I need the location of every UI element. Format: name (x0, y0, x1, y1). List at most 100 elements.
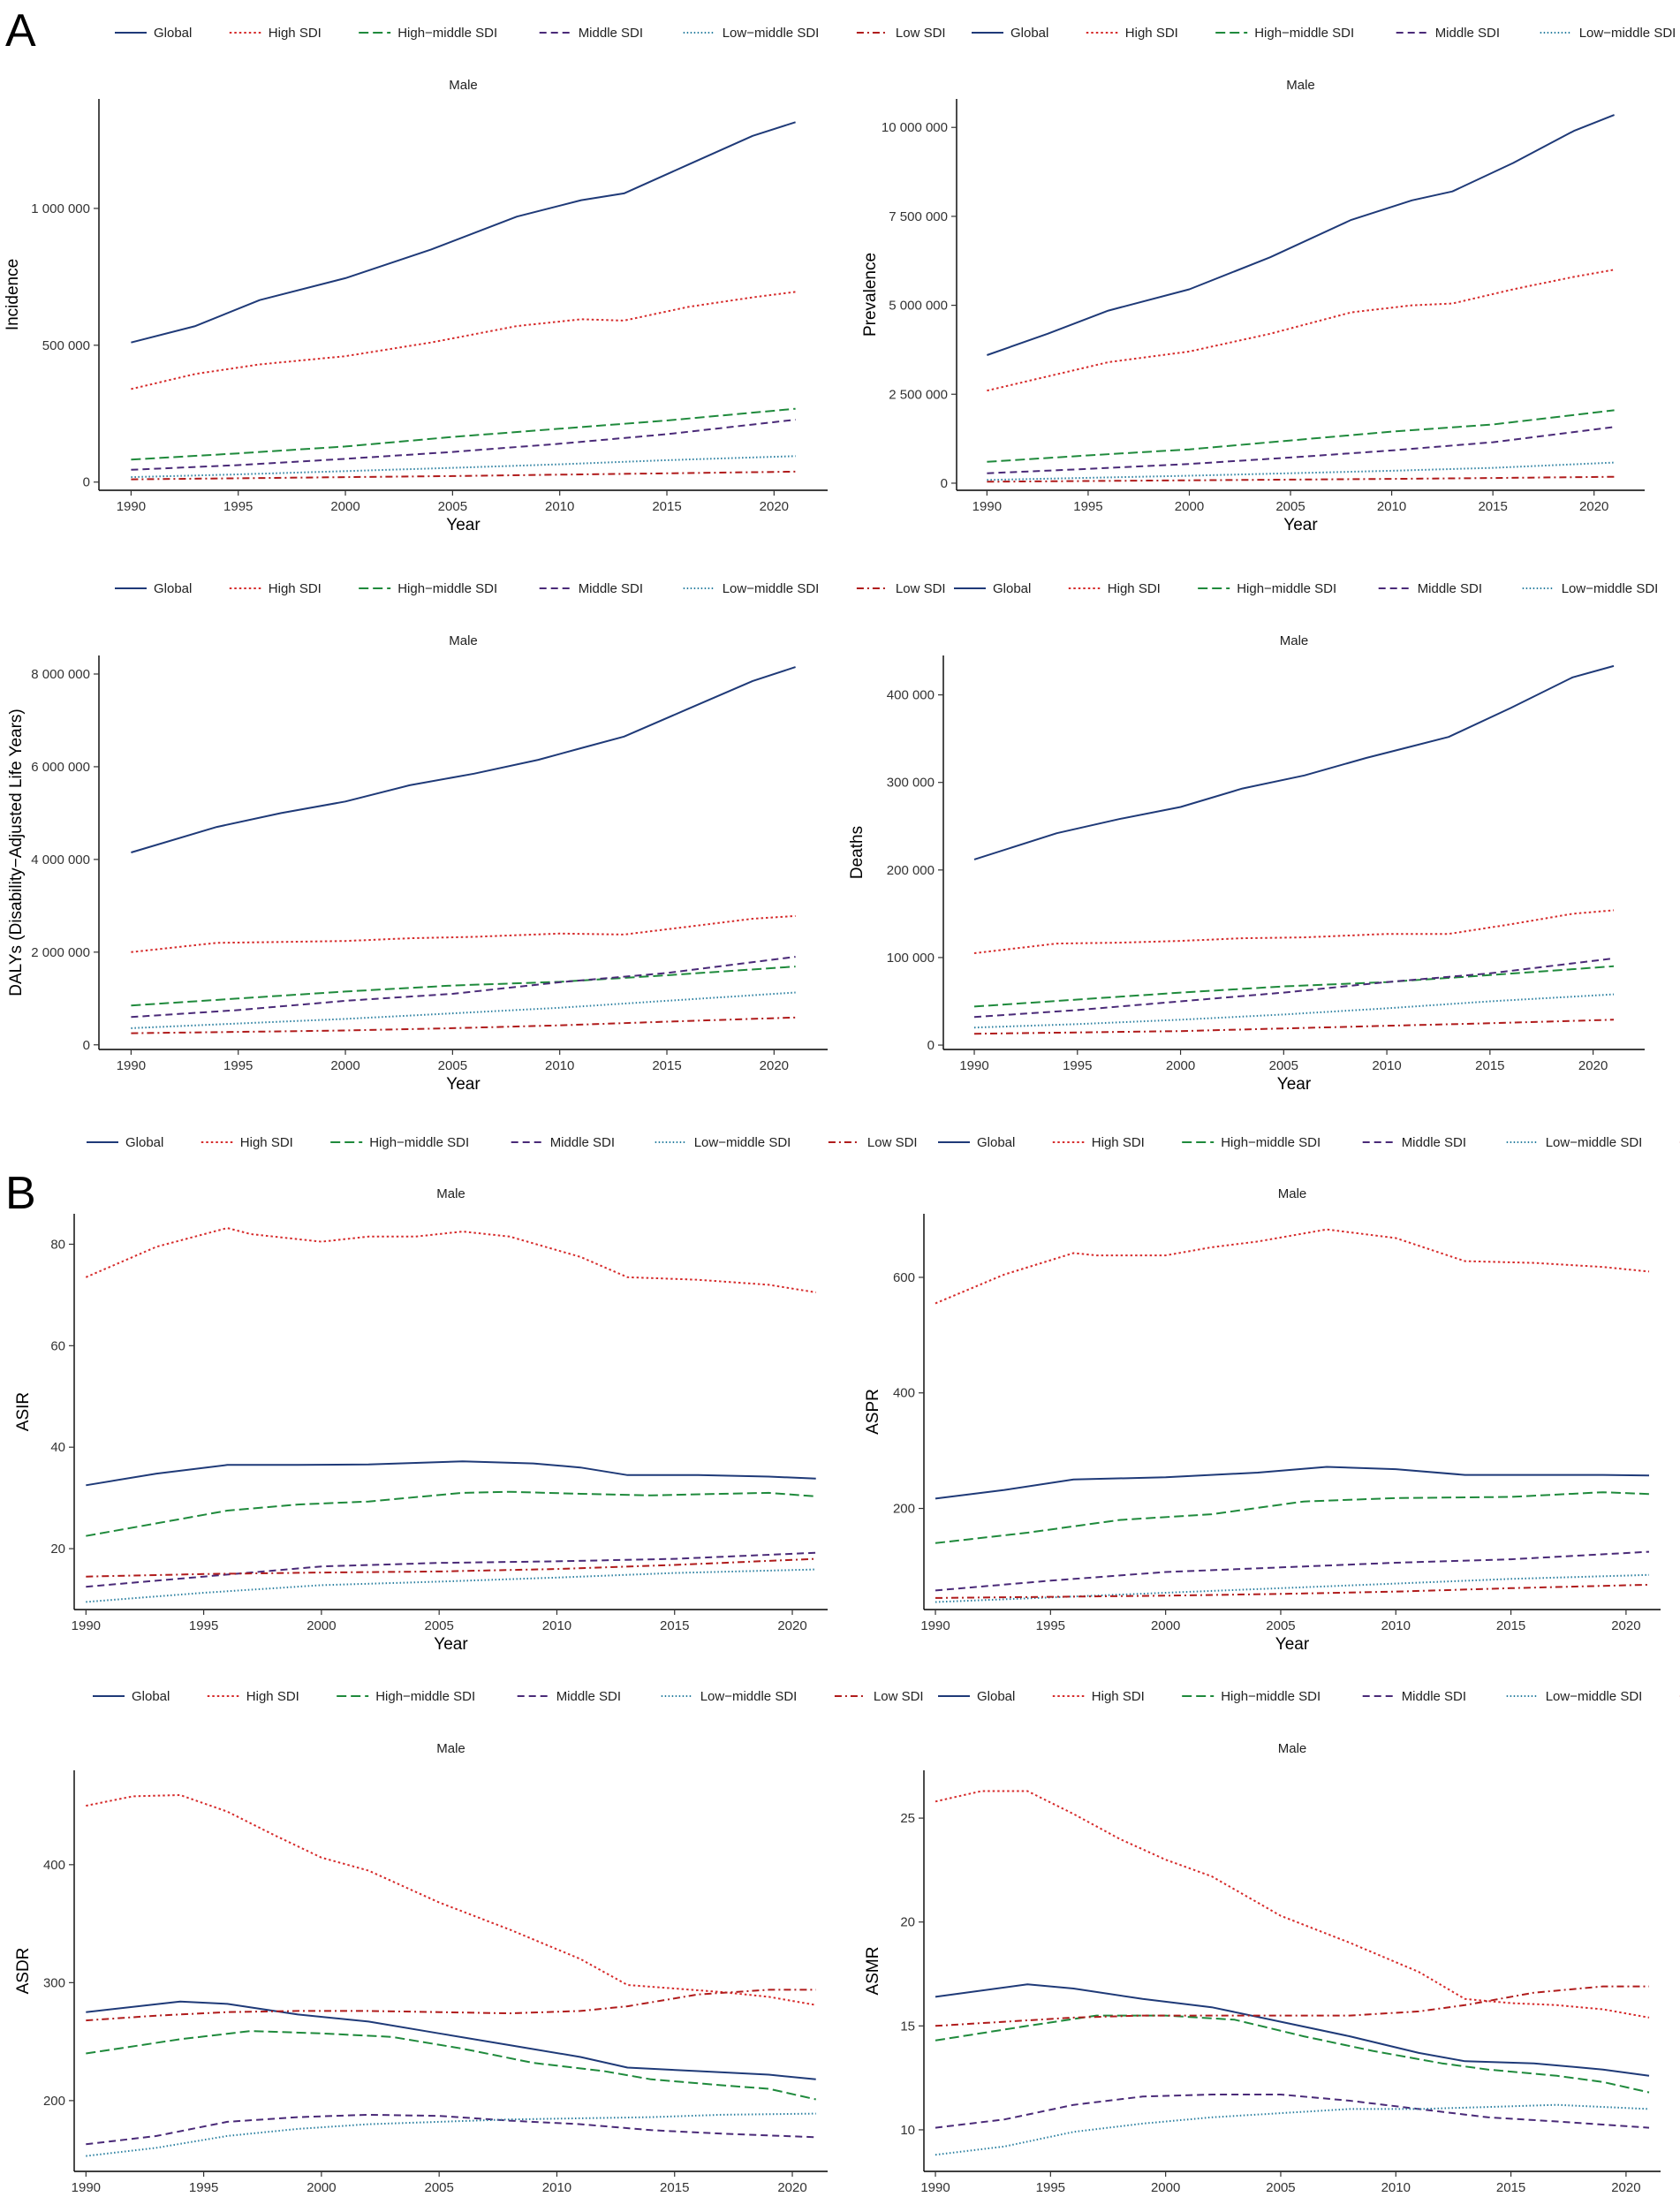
x-tick-label-2020: 2020 (1611, 2180, 1640, 2195)
x-axis-title: Year (1283, 516, 1318, 534)
x-tick-label-2000: 2000 (330, 1058, 359, 1073)
legend-item-high-sdi: High SDI (207, 1689, 299, 1704)
x-tick-label-2010: 2010 (542, 2180, 571, 2195)
x-tick-label-2015: 2015 (1478, 499, 1507, 514)
legend-item-high-middle-sdi: High−middle SDI (1182, 1689, 1321, 1704)
chart-subtitle: Male (1286, 78, 1315, 93)
legend-item-middle-sdi: Middle SDI (1378, 581, 1482, 596)
legend-label-high-middle-sdi: High−middle SDI (397, 26, 497, 41)
series-line-global (86, 2000, 816, 2080)
x-tick-label-1990: 1990 (920, 2180, 950, 2195)
x-tick-label-2005: 2005 (438, 499, 467, 514)
y-tick-label: 400 000 (887, 688, 935, 703)
x-tick-label-2020: 2020 (1578, 1058, 1608, 1073)
x-tick-label-2020: 2020 (760, 1058, 789, 1073)
y-tick-label: 200 000 (887, 863, 935, 878)
y-tick-label: 4 000 000 (31, 852, 90, 867)
legend-label-low-middle-sdi: Low−middle SDI (700, 1689, 798, 1704)
legend-7: Global High SDI High−middle SDI Middle SDI L… (93, 1689, 924, 1704)
legend-4: Global High SDI High−middle SDI Middle SDI L… (954, 581, 1659, 596)
x-tick-label-2020: 2020 (777, 2180, 806, 2195)
panel-label-b: B (5, 1168, 36, 1219)
legend-item-low-middle-sdi: Low−middle SDI (1522, 581, 1659, 596)
x-tick-label-2015: 2015 (652, 1058, 681, 1073)
y-tick-label: 10 000 000 (882, 120, 948, 135)
x-tick-label-2000: 2000 (1166, 1058, 1195, 1073)
legend-label-middle-sdi: Middle SDI (579, 581, 643, 596)
legend-item-middle-sdi: Middle SDI (1362, 1689, 1466, 1704)
y-tick-label: 5 000 000 (889, 299, 948, 314)
x-tick-label-2020: 2020 (760, 499, 789, 514)
series-line-high-sdi (987, 269, 1615, 392)
x-tick-label-2005: 2005 (438, 1058, 467, 1073)
y-tick-label: 0 (927, 1038, 935, 1053)
legend-label-high-sdi: High SDI (1092, 1689, 1145, 1704)
y-tick-label: 300 000 (887, 776, 935, 791)
legend-label-low-middle-sdi: Low−middle SDI (1546, 1689, 1643, 1704)
y-tick-label: 600 (893, 1270, 915, 1285)
legend-label-low-middle-sdi: Low−middle SDI (1562, 581, 1659, 596)
x-tick-label-2005: 2005 (424, 1618, 453, 1633)
legend-label-middle-sdi: Middle SDI (1418, 581, 1482, 596)
chart-6-aspr: Global High SDI High−middle SDI Middle SDI L… (864, 1135, 1680, 1654)
legend-label-high-sdi: High SDI (269, 581, 322, 596)
y-tick-label: 7 500 000 (889, 209, 948, 224)
y-tick-label: 300 (43, 1975, 65, 1990)
legend-8: Global High SDI High−middle SDI Middle SDI L… (938, 1689, 1680, 1704)
legend-label-low-sdi: Low SDI (867, 1135, 918, 1150)
series-line-low-sdi (935, 1985, 1649, 2027)
legend-label-high-sdi: High SDI (269, 26, 322, 41)
legend-label-low-middle-sdi: Low−middle SDI (1546, 1135, 1643, 1150)
series-line-middle-sdi (86, 2113, 816, 2146)
legend-item-global: Global (972, 26, 1048, 41)
series-line-low-middle-sdi (973, 993, 1615, 1029)
x-tick-label-1995: 1995 (189, 2180, 218, 2195)
y-tick-label: 200 (43, 2094, 65, 2109)
y-tick-label: 40 (50, 1440, 65, 1455)
x-tick-label-1995: 1995 (223, 1058, 253, 1073)
legend-6: Global High SDI High−middle SDI Middle SDI L… (938, 1135, 1680, 1150)
legend-label-high-middle-sdi: High−middle SDI (369, 1135, 469, 1150)
series-line-high-middle-sdi (86, 2030, 816, 2101)
legend-label-high-sdi: High SDI (246, 1689, 299, 1704)
series-line-low-sdi (131, 1016, 796, 1034)
legend-label-high-middle-sdi: High−middle SDI (375, 1689, 475, 1704)
panel-label-a: A (5, 5, 36, 57)
y-axis-title: Deaths (848, 826, 866, 879)
series-line-high-middle-sdi (987, 409, 1615, 463)
chart-subtitle: Male (1278, 1741, 1307, 1756)
y-tick-label: 2 000 000 (31, 945, 90, 960)
series-line-global (935, 1466, 1650, 1500)
x-tick-label-2015: 2015 (1496, 1618, 1525, 1633)
series-line-low-sdi (131, 470, 796, 481)
legend-label-low-sdi: Low SDI (874, 1689, 924, 1704)
y-axis-title: Incidence (4, 259, 22, 330)
legend-label-middle-sdi: Middle SDI (1402, 1689, 1466, 1704)
chart-1-incidence: Global High SDI High−middle SDI Middle SDI L… (4, 26, 946, 534)
legend-item-high-sdi: High SDI (1068, 581, 1161, 596)
legend-label-global: Global (132, 1689, 170, 1704)
legend-label-middle-sdi: Middle SDI (1435, 26, 1500, 41)
legend-item-high-middle-sdi: High−middle SDI (359, 26, 497, 41)
legend-label-high-middle-sdi: High−middle SDI (1221, 1135, 1321, 1150)
y-tick-label: 20 (50, 1542, 65, 1557)
chart-8-asmr: Global High SDI High−middle SDI Middle SDI L… (864, 1689, 1680, 2195)
series-line-middle-sdi (86, 1551, 816, 1588)
x-tick-label-1995: 1995 (223, 499, 253, 514)
series-line-middle-sdi (131, 956, 796, 1019)
series-line-high-middle-sdi (131, 407, 796, 461)
chart-3-dalys-disability-adjusted-life-years: Global High SDI High−middle SDI Middle SDI L… (7, 581, 946, 1094)
legend-label-low-middle-sdi: Low−middle SDI (694, 1135, 791, 1150)
y-axis-title: DALYs (Disability−Adjusted Life Years) (7, 708, 26, 996)
series-line-low-middle-sdi (131, 991, 796, 1029)
legend-1: Global High SDI High−middle SDI Middle SDI L… (115, 26, 946, 41)
x-tick-label-1990: 1990 (72, 2180, 101, 2195)
legend-item-middle-sdi: Middle SDI (1362, 1135, 1466, 1150)
legend-item-global: Global (87, 1135, 163, 1150)
series-line-low-sdi (86, 1557, 816, 1578)
series-line-low-sdi (935, 1583, 1650, 1599)
chart-subtitle: Male (449, 633, 478, 648)
y-tick-label: 10 (900, 2123, 915, 2138)
legend-label-high-middle-sdi: High−middle SDI (397, 581, 497, 596)
y-tick-label: 15 (900, 2019, 915, 2034)
